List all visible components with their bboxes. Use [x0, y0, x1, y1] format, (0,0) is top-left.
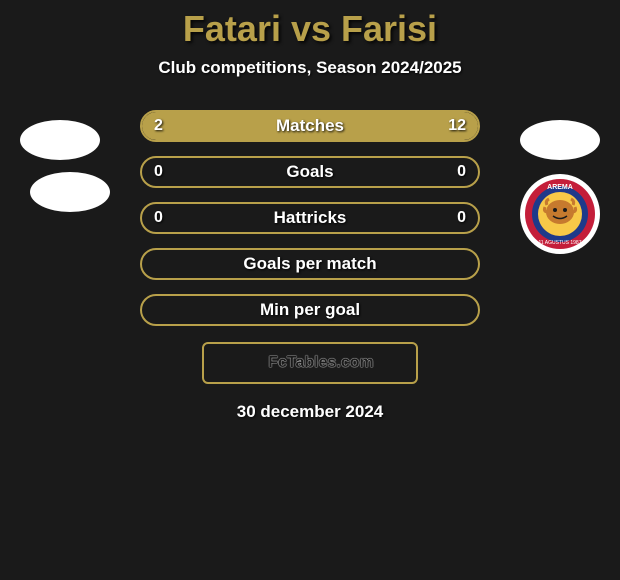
svg-text:11 AGUSTUS 1987: 11 AGUSTUS 1987: [539, 240, 582, 246]
arema-logo-icon: AREMA 11 AGUSTUS 1987: [523, 177, 597, 251]
arema-badge: AREMA 11 AGUSTUS 1987: [520, 174, 600, 254]
stat-label: Goals: [286, 162, 333, 182]
stat-label: Matches: [276, 116, 344, 136]
svg-text:AREMA: AREMA: [547, 184, 573, 191]
stat-value-left: 0: [154, 209, 163, 227]
date: 30 december 2024: [0, 402, 620, 422]
stat-label: Hattricks: [274, 208, 347, 228]
stat-bar: Goals per match: [140, 248, 480, 280]
player-left-badge-2: [30, 172, 110, 212]
stat-bar: Min per goal: [140, 294, 480, 326]
bar-fill-left: [142, 112, 189, 140]
stat-value-right: 12: [448, 117, 466, 135]
stat-label: Min per goal: [260, 300, 360, 320]
stat-row: Min per goal: [0, 292, 620, 328]
stat-value-right: 0: [457, 209, 466, 227]
stat-bar: Hattricks 0 0: [140, 202, 480, 234]
fctables-watermark: FcTables.com: [202, 342, 418, 384]
chart-bars-icon: [246, 354, 264, 372]
subtitle: Club competitions, Season 2024/2025: [0, 58, 620, 78]
fctables-label: FcTables.com: [268, 354, 374, 372]
player-right-badge-1: [520, 120, 600, 160]
page-title: Fatari vs Farisi: [0, 0, 620, 50]
player-left-badge-1: [20, 120, 100, 160]
stat-value-right: 0: [457, 163, 466, 181]
stat-value-left: 0: [154, 163, 163, 181]
stat-label: Goals per match: [243, 254, 376, 274]
stat-value-left: 2: [154, 117, 163, 135]
stat-row: Goals per match: [0, 246, 620, 282]
stat-bar: Matches 2 12: [140, 110, 480, 142]
stat-bar: Goals 0 0: [140, 156, 480, 188]
